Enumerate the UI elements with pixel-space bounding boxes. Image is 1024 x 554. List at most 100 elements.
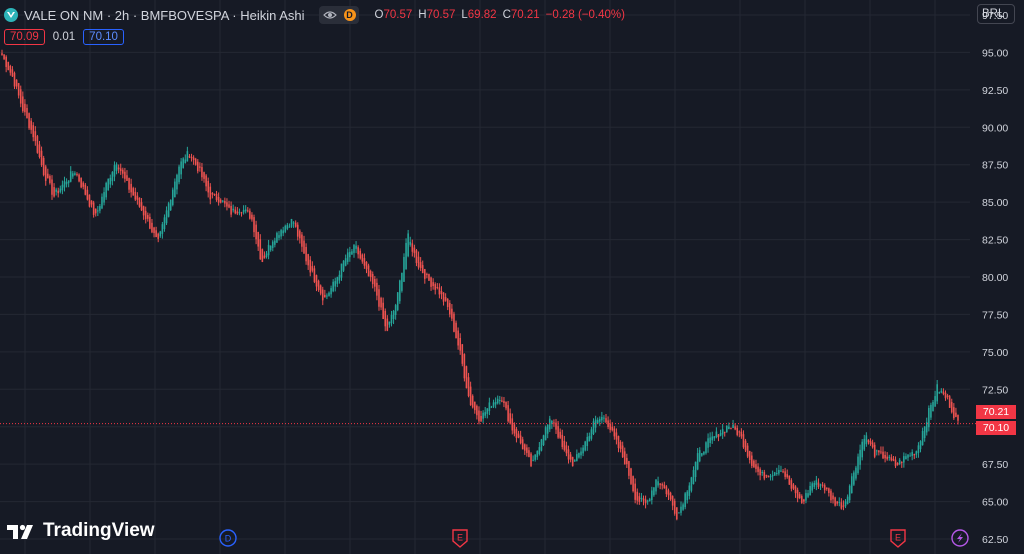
candle — [180, 158, 182, 179]
candle — [453, 311, 455, 333]
candle — [361, 253, 364, 264]
candle — [946, 393, 949, 400]
candle — [55, 187, 57, 196]
candle — [582, 444, 584, 457]
buy-price-button[interactable]: 70.10 — [83, 29, 124, 45]
candle — [113, 161, 116, 182]
candle — [648, 497, 651, 502]
candle — [313, 265, 316, 284]
candle — [334, 277, 337, 292]
candle — [928, 405, 930, 432]
candle — [165, 206, 168, 226]
candle — [742, 430, 745, 449]
candle — [234, 206, 237, 215]
price-axis[interactable]: 97.50 95.00 92.50 90.00 87.50 85.00 82.50 80.00… — [982, 10, 1008, 546]
dividend-marker[interactable]: D — [219, 529, 237, 547]
candle — [869, 438, 872, 446]
candle — [875, 449, 878, 456]
candle — [426, 272, 428, 279]
candle — [407, 229, 409, 258]
candle — [255, 220, 257, 245]
candle — [199, 162, 201, 172]
candle — [271, 240, 274, 252]
candle — [242, 205, 245, 215]
candle — [794, 485, 797, 498]
candle — [59, 185, 62, 194]
candle — [900, 461, 903, 468]
y-tick-label-8: 77.50 — [982, 309, 1008, 321]
candle — [467, 372, 470, 398]
candle — [207, 177, 209, 198]
candle — [696, 448, 699, 471]
currency-button[interactable]: BRL — [977, 4, 1015, 24]
sell-price-button[interactable]: 70.09 — [4, 29, 45, 45]
flash-icon[interactable] — [951, 529, 969, 547]
candle — [661, 482, 664, 490]
candle — [740, 428, 743, 439]
candle — [457, 327, 459, 350]
candle — [819, 483, 822, 491]
candle — [246, 207, 249, 213]
eye-icon[interactable] — [319, 6, 341, 24]
y-tick-label-10: 72.50 — [982, 384, 1008, 396]
earnings-marker-1[interactable]: E — [452, 529, 468, 548]
candle — [778, 465, 780, 476]
candle — [921, 427, 924, 446]
candle — [182, 157, 185, 169]
candle — [28, 112, 30, 130]
candle — [463, 353, 466, 382]
candle — [580, 447, 582, 459]
candle — [917, 442, 920, 458]
candle — [713, 436, 716, 441]
candle — [636, 488, 639, 505]
candle — [261, 248, 264, 263]
candle — [301, 232, 303, 252]
candle — [623, 447, 626, 465]
y-tick-label-5: 85.00 — [982, 197, 1008, 209]
low-label: L — [461, 9, 468, 21]
earnings-marker-2[interactable]: E — [890, 529, 906, 548]
candle — [369, 269, 372, 282]
y-tick-label-2: 92.50 — [982, 85, 1008, 97]
candle — [544, 425, 547, 441]
candle — [184, 154, 187, 164]
candle — [292, 221, 295, 228]
candle — [536, 450, 539, 460]
candle — [615, 428, 618, 445]
low-value: 69.82 — [467, 9, 497, 21]
candle — [519, 430, 522, 445]
candle — [9, 64, 12, 76]
y-tick-label-4: 87.50 — [982, 160, 1008, 172]
candle — [415, 249, 418, 267]
candle — [257, 231, 259, 251]
candle — [384, 308, 387, 332]
candle — [796, 487, 799, 503]
candle — [834, 496, 836, 507]
candle — [655, 479, 657, 495]
candle — [132, 186, 135, 196]
candle — [788, 475, 791, 485]
dividend-badge[interactable]: D — [341, 6, 359, 24]
candle — [886, 452, 888, 461]
candle — [767, 475, 770, 478]
close-label: C — [502, 9, 511, 21]
symbol-title[interactable]: VALE ON NM · 2h · BMFBOVESPA · Heikin As… — [24, 7, 305, 23]
candle — [880, 446, 882, 455]
candle — [286, 222, 289, 231]
candle — [399, 279, 401, 304]
candle — [88, 194, 91, 208]
candle — [569, 451, 572, 463]
candle — [324, 289, 326, 298]
candle — [805, 489, 807, 504]
candle — [401, 272, 403, 293]
candle — [665, 485, 668, 498]
open-value: 70.57 — [383, 9, 413, 21]
y-tick-label-14: 62.50 — [982, 534, 1008, 546]
candle — [205, 174, 207, 192]
candle — [405, 238, 407, 270]
dividend-marker-label: D — [225, 534, 232, 544]
candle — [263, 251, 266, 259]
candle — [267, 239, 270, 260]
